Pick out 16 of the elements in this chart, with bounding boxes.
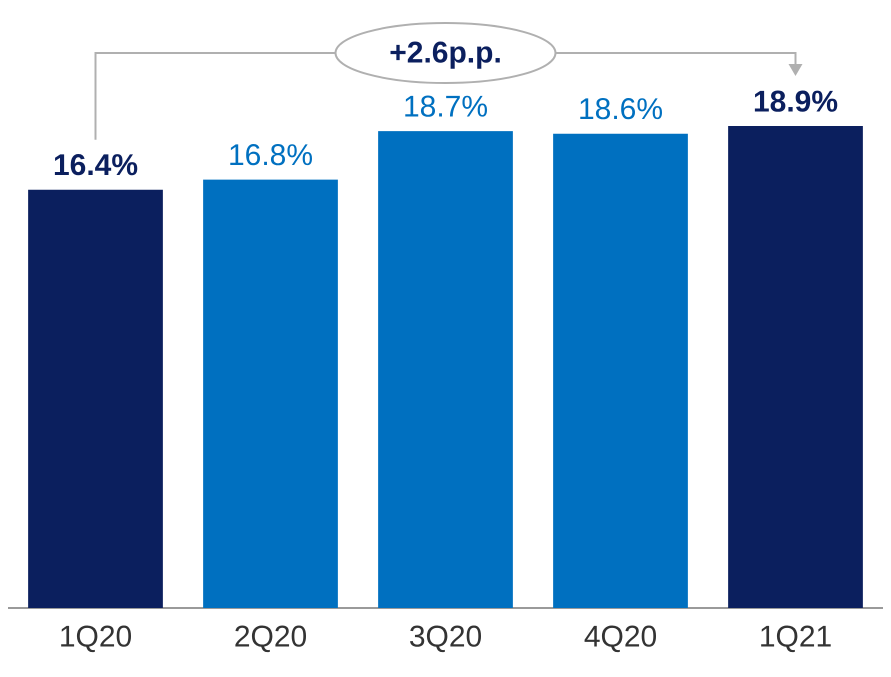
data-label: 16.4%: [52, 149, 138, 182]
text: +2.6p.p.: [389, 36, 502, 70]
bar: [728, 126, 863, 608]
bar: [203, 180, 338, 608]
x-tick-label: 1Q21: [758, 620, 832, 654]
data-label: 16.8%: [228, 138, 314, 172]
data-label: 18.6%: [578, 92, 664, 126]
x-tick-label: 4Q20: [584, 620, 658, 654]
data-label: 18.7%: [402, 90, 488, 124]
x-tick-label: 1Q20: [58, 620, 132, 654]
data-label: 18.9%: [752, 85, 838, 118]
x-tick-label: 2Q20: [234, 620, 308, 654]
bar: [28, 190, 163, 608]
bar: [553, 134, 688, 608]
bar: [378, 131, 513, 608]
x-tick-label: 3Q20: [408, 620, 482, 654]
